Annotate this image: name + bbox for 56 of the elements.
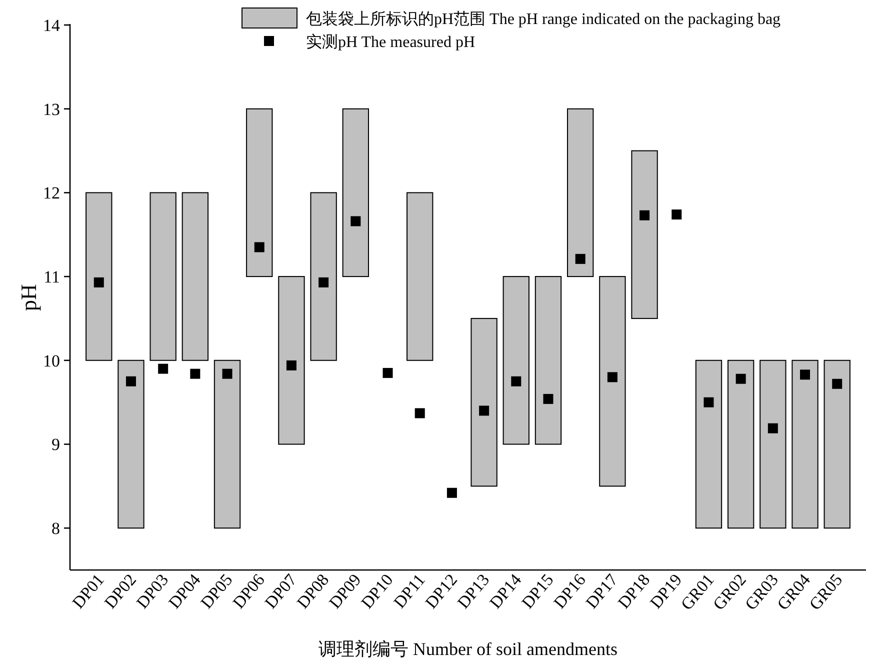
y-tick-label: 8 bbox=[52, 519, 60, 538]
bar bbox=[86, 192, 112, 361]
point bbox=[704, 397, 714, 408]
point bbox=[640, 210, 650, 220]
bar bbox=[760, 360, 786, 529]
bar bbox=[727, 360, 754, 529]
point bbox=[800, 370, 810, 380]
bar bbox=[502, 276, 530, 445]
point bbox=[768, 423, 778, 434]
point bbox=[543, 394, 554, 404]
bar bbox=[278, 276, 305, 445]
point bbox=[222, 368, 232, 379]
bar bbox=[631, 150, 658, 319]
point bbox=[350, 216, 361, 226]
bar bbox=[246, 108, 273, 278]
point bbox=[254, 242, 264, 252]
point bbox=[286, 360, 296, 370]
bar bbox=[406, 192, 434, 361]
y-tick-label: 9 bbox=[52, 435, 60, 454]
point bbox=[318, 277, 329, 288]
y-tick-label: 14 bbox=[43, 16, 60, 35]
bar bbox=[214, 360, 241, 529]
bar bbox=[150, 192, 176, 361]
bar bbox=[567, 108, 594, 278]
bar bbox=[342, 108, 369, 278]
point bbox=[94, 277, 104, 288]
point bbox=[446, 488, 457, 498]
bar bbox=[310, 192, 337, 361]
point bbox=[832, 378, 842, 389]
point bbox=[511, 376, 522, 386]
bar bbox=[695, 360, 722, 529]
y-axis-title: pH bbox=[16, 284, 41, 311]
point bbox=[158, 364, 168, 374]
y-tick-label: 13 bbox=[43, 100, 60, 119]
point bbox=[126, 376, 136, 386]
point bbox=[672, 209, 682, 220]
x-axis-title: 调理剂编号 Number of soil amendments bbox=[318, 639, 618, 659]
legend-label: 包装袋上所标识的pH范围 The pH range indicated on the packaging bag bbox=[306, 10, 781, 28]
y-tick-label: 12 bbox=[43, 184, 60, 203]
point bbox=[607, 372, 618, 382]
point bbox=[736, 374, 746, 384]
y-tick-label: 11 bbox=[44, 268, 60, 287]
bar bbox=[792, 360, 818, 529]
bar bbox=[470, 318, 498, 487]
point bbox=[414, 408, 425, 418]
bar bbox=[118, 360, 144, 529]
bar bbox=[534, 276, 562, 445]
point bbox=[382, 368, 393, 378]
y-tick-label: 10 bbox=[43, 351, 60, 370]
bar bbox=[824, 360, 850, 529]
bar bbox=[182, 192, 209, 361]
point bbox=[479, 406, 490, 416]
legend-label: 实测pH The measured pH bbox=[306, 33, 476, 51]
bar bbox=[599, 276, 626, 487]
point bbox=[190, 368, 200, 379]
point bbox=[575, 254, 586, 264]
